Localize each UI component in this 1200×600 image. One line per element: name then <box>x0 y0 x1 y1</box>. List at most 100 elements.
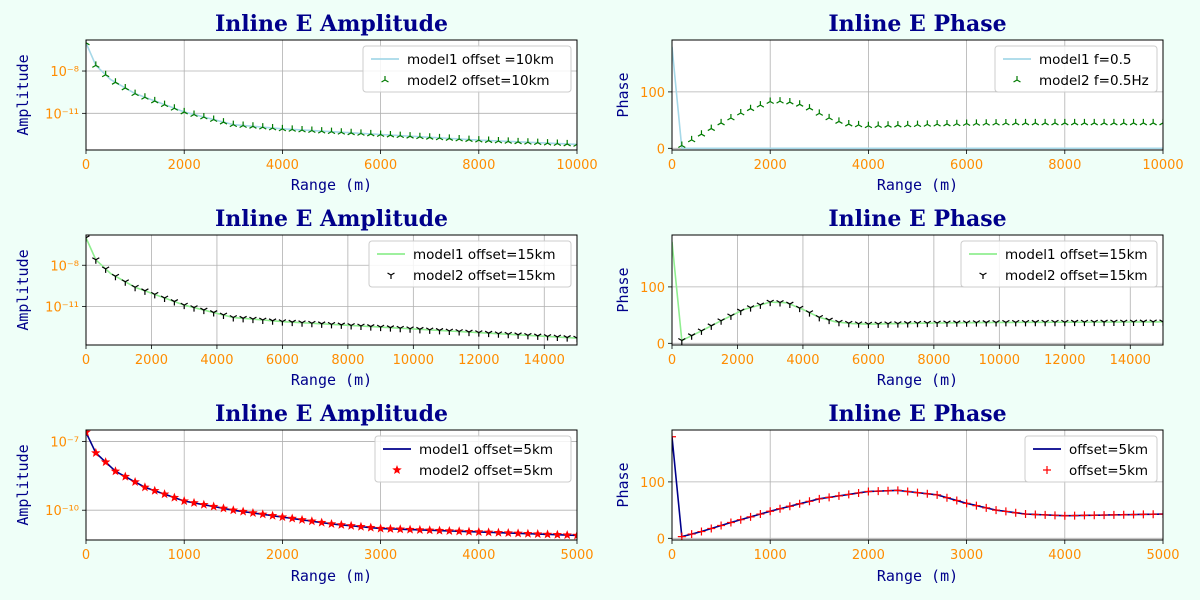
x-tick-label: 2000 <box>852 548 885 563</box>
data-point <box>180 302 188 310</box>
data-point <box>503 528 514 538</box>
legend: model1 offset =10km model2 offset=10km <box>362 45 572 93</box>
data-point <box>746 512 755 521</box>
data-point <box>308 126 316 134</box>
x-tick-label: 10000 <box>1142 158 1183 173</box>
data-point <box>874 121 882 129</box>
data-point <box>189 497 199 507</box>
series-layer <box>672 241 1163 345</box>
y-tick-label: 0 <box>657 532 665 547</box>
data-point <box>933 120 941 127</box>
data-point <box>1129 510 1138 519</box>
data-point <box>111 78 120 85</box>
x-tick-label: 8000 <box>462 158 495 173</box>
data-point <box>219 312 228 320</box>
data-point <box>825 493 834 502</box>
data-point <box>415 524 425 534</box>
x-tick-label: 0 <box>82 353 90 368</box>
data-point <box>844 120 853 127</box>
chart-title: Inline E Amplitude <box>215 401 448 427</box>
series-line <box>672 46 1163 150</box>
x-tick-label: 4000 <box>266 158 299 173</box>
data-point <box>180 107 188 115</box>
data-point <box>756 302 765 309</box>
legend-box <box>1024 435 1158 483</box>
data-point <box>504 137 513 144</box>
data-point <box>736 308 745 316</box>
data-point <box>258 509 268 519</box>
data-point <box>697 328 706 335</box>
data-point <box>962 119 971 127</box>
data-point <box>267 510 278 520</box>
legend: model1 offset=15km model2 offset=15km <box>960 240 1158 288</box>
data-point <box>766 97 774 105</box>
data-point <box>396 131 405 139</box>
y-tick-label: 100 <box>640 86 665 101</box>
data-point <box>209 115 218 123</box>
data-point <box>795 499 804 508</box>
y-tick-label: 10⁻¹¹ <box>45 107 79 122</box>
data-point <box>687 530 696 539</box>
x-tick-label: 2000 <box>135 353 168 368</box>
data-point <box>1070 319 1079 327</box>
data-point <box>405 524 415 534</box>
series-markers <box>678 299 1163 345</box>
x-tick-label: 3000 <box>950 548 983 563</box>
data-point <box>416 132 424 140</box>
data-point <box>160 295 169 302</box>
data-point <box>513 528 523 538</box>
data-point <box>150 291 159 299</box>
data-point <box>524 332 532 340</box>
data-point <box>101 70 110 78</box>
legend-entry: offset=5km <box>1069 463 1148 479</box>
data-point <box>92 61 100 68</box>
legend-marker-swatch <box>392 465 402 475</box>
data-point <box>1001 507 1010 516</box>
legend-entry: model1 offset=5km <box>419 442 553 458</box>
data-point <box>504 331 513 339</box>
data-point <box>532 529 543 539</box>
series-layer <box>86 235 577 343</box>
data-point <box>717 318 725 325</box>
y-tick-label: 10⁻⁸ <box>50 259 79 274</box>
data-point <box>1041 118 1049 126</box>
data-point <box>672 432 676 441</box>
legend-entry: offset=5km <box>1069 442 1148 458</box>
data-point <box>894 321 902 328</box>
data-point <box>815 494 824 503</box>
data-point <box>678 141 686 149</box>
data-point <box>386 131 395 138</box>
data-point <box>776 299 784 307</box>
y-tick-label: 0 <box>657 142 665 157</box>
data-point <box>336 519 347 529</box>
data-point <box>248 507 258 517</box>
data-point <box>815 314 824 322</box>
data-point <box>367 129 375 137</box>
data-point <box>677 532 686 540</box>
data-point <box>1159 319 1163 326</box>
legend: model1 offset=15km model2 offset=15km <box>368 240 572 288</box>
data-point <box>435 133 444 141</box>
series-markers <box>678 97 1163 149</box>
data-point <box>717 118 725 126</box>
data-point <box>542 529 553 539</box>
data-point <box>316 517 327 527</box>
data-point <box>903 320 912 328</box>
data-point <box>150 96 159 104</box>
x-tick-label: 2000 <box>721 353 754 368</box>
data-point <box>1051 118 1059 126</box>
legend-marker-swatch <box>1043 466 1051 474</box>
data-point <box>375 523 386 533</box>
data-point <box>953 119 961 127</box>
data-point <box>1070 118 1079 126</box>
data-point <box>131 284 139 292</box>
data-point <box>805 497 814 506</box>
data-point <box>346 520 356 530</box>
series-layer <box>672 432 1163 540</box>
x-tick-label: 6000 <box>852 353 885 368</box>
data-point <box>493 527 504 537</box>
data-point <box>825 317 833 325</box>
data-point <box>543 333 552 341</box>
data-point <box>894 121 902 128</box>
data-point <box>992 119 1000 126</box>
